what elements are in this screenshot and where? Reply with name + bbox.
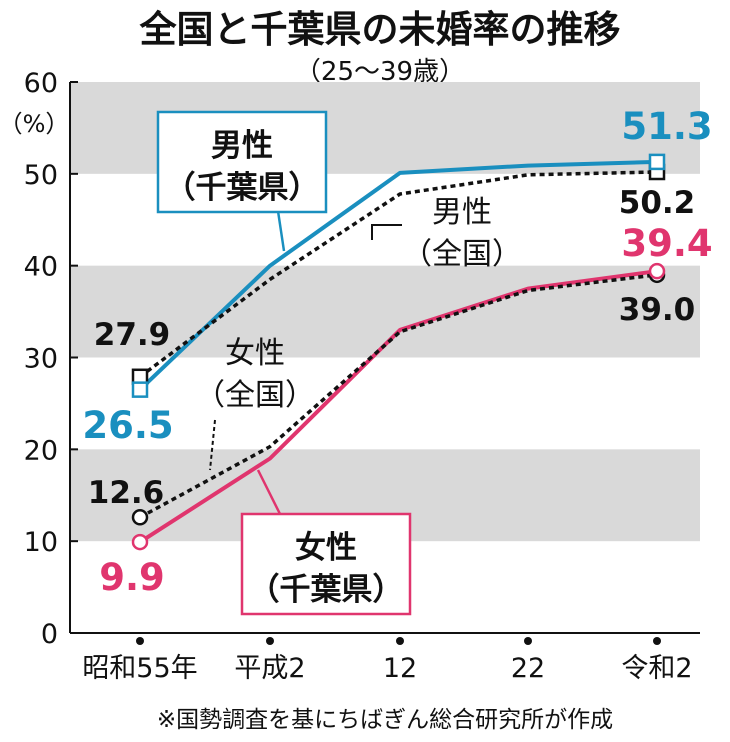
y-unit-label: （%） xyxy=(0,110,69,138)
female-chiba-callout-box xyxy=(240,512,412,616)
marker-female-national-start xyxy=(131,509,149,526)
marker-male-chiba-end xyxy=(648,153,666,171)
data-label-male-chiba-start: 26.5 xyxy=(82,404,173,447)
data-label-female-national-start: 12.6 xyxy=(88,475,165,511)
chart-title: 全国と千葉県の未婚率の推移 xyxy=(139,8,621,51)
y-tick-label: 0 xyxy=(41,619,58,650)
y-tick-label: 10 xyxy=(24,527,58,558)
x-tick-label: 令和2 xyxy=(621,653,692,684)
series-line-female-chiba xyxy=(138,269,658,544)
marker-female-chiba-start xyxy=(131,533,149,551)
female-chiba-callout-text: （千葉県） xyxy=(249,572,404,608)
series-lines xyxy=(138,159,658,544)
series-line-female-national xyxy=(139,273,658,519)
series-line-male-chiba xyxy=(138,159,658,392)
data-label-female-chiba-start: 9.9 xyxy=(99,556,165,599)
female-chiba-callout-text: 女性 xyxy=(295,530,357,566)
y-tick-label: 60 xyxy=(24,68,58,99)
male-chiba-callout-text: 男性 xyxy=(211,128,273,164)
x-tick-label: 平成2 xyxy=(234,653,305,684)
male-national-pointer xyxy=(371,224,402,240)
x-tick-labels: 昭和55年 平成2 12 22 令和2 xyxy=(82,637,693,684)
y-tick-labels: 0 10 20 30 40 50 60 xyxy=(24,68,58,650)
male-chiba-callout-box xyxy=(156,110,328,214)
female-national-label-text: （全国） xyxy=(195,378,315,413)
x-tick-dot xyxy=(396,637,404,645)
data-label-male-national-end: 50.2 xyxy=(619,185,696,221)
x-tick-dot xyxy=(266,637,274,645)
data-label-female-national-end: 39.0 xyxy=(619,292,696,328)
female-national-label-text: 女性 xyxy=(225,336,285,371)
series-callouts: 男性 （千葉県） 女性 （千葉県） 男性 （全国） 女性 （全国） xyxy=(156,110,522,616)
male-chiba-callout-text: （千葉県） xyxy=(165,170,320,206)
x-tick-label: 22 xyxy=(511,653,545,684)
data-label-male-national-start: 27.9 xyxy=(94,317,171,353)
x-tick-dot xyxy=(653,637,661,645)
y-tick-label: 20 xyxy=(24,435,58,466)
x-tick-label: 12 xyxy=(383,653,417,684)
male-national-label-text: 男性 xyxy=(432,195,492,230)
y-tick-label: 30 xyxy=(24,344,58,375)
source-note: ※国勢調査を基にちばぎん総合研究所が作成 xyxy=(157,707,613,733)
marker-female-chiba-end xyxy=(648,262,666,280)
male-national-label-text: （全国） xyxy=(402,237,522,272)
female-chiba-pointer xyxy=(256,469,282,515)
male-chiba-pointer xyxy=(276,210,286,252)
x-tick-dot xyxy=(136,637,144,645)
series-markers xyxy=(131,153,666,551)
axes xyxy=(69,81,700,634)
y-tick-label: 40 xyxy=(24,252,58,283)
x-tick-label: 昭和55年 xyxy=(82,653,197,684)
data-label-male-chiba-end: 51.3 xyxy=(621,105,712,148)
series-line-male-national xyxy=(138,170,658,379)
female-national-pointer xyxy=(209,419,216,471)
y-tick-label: 50 xyxy=(24,160,58,191)
data-labels: 27.9 26.5 12.6 9.9 51.3 50.239.4 39.0 xyxy=(82,105,712,599)
x-tick-dot xyxy=(524,637,532,645)
data-label-female-chiba-end: 39.4 xyxy=(621,222,712,265)
marker-male-chiba-start xyxy=(131,381,149,398)
